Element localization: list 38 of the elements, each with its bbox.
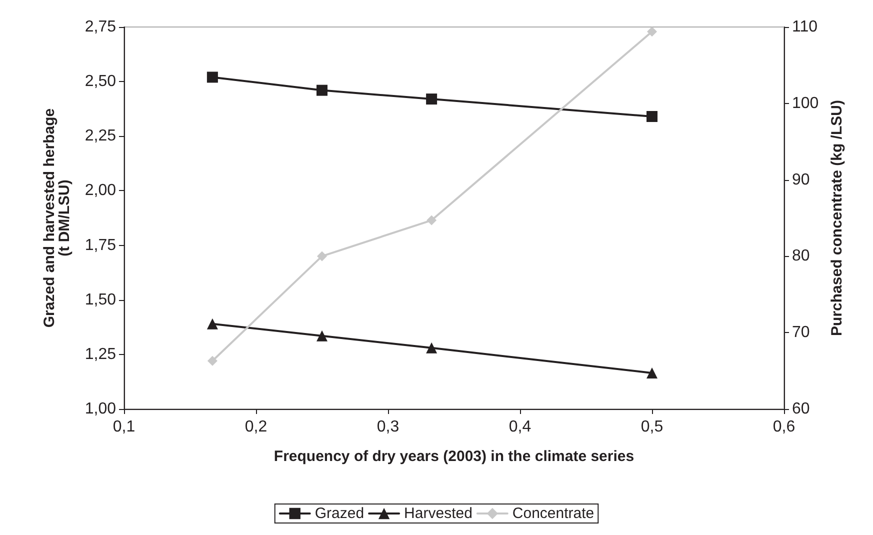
y2-tick-label: 80 [792, 248, 810, 265]
y-tick-label: 2,00 [84, 182, 116, 200]
x-tick-label: 0,1 [112, 418, 136, 436]
point [646, 367, 658, 378]
y-tick-label: 2,50 [84, 73, 116, 90]
y2-tick-label: 110 [792, 18, 818, 36]
legend-label: Grazed [314, 505, 364, 522]
x-tick-label: 0,2 [244, 418, 268, 436]
point [426, 342, 438, 354]
y-tick-label: 1,50 [84, 291, 116, 308]
point [317, 251, 327, 262]
legend-label: Harvested [404, 505, 472, 522]
x-tick-label: 0,4 [508, 418, 532, 436]
x-tick-label: 0,3 [376, 418, 400, 436]
point [426, 94, 438, 105]
y-tick-label: 2,75 [84, 18, 116, 36]
point [316, 84, 328, 96]
point [206, 318, 218, 330]
point [316, 330, 328, 342]
point [206, 72, 218, 83]
x-tick-label: 0,6 [772, 418, 796, 436]
x-axis-title: Frequency of dry years (2003) in the climate series [274, 448, 634, 465]
y2-axis-title: Purchased concentrate (kg /LSU) [828, 100, 846, 336]
y-tick-label: 1,75 [84, 236, 116, 254]
y2-tick-label: 60 [792, 400, 810, 418]
y-tick-label: 1,25 [84, 346, 116, 363]
point [426, 215, 437, 226]
y-tick-label: 1,00 [84, 400, 116, 418]
y2-tick-label: 70 [792, 324, 810, 342]
y2-tick-label: 90 [792, 171, 810, 188]
y-tick-label: 2,25 [84, 128, 116, 145]
legend-label: Concentrate [512, 505, 594, 522]
point [647, 26, 657, 37]
y-axis-title: Grazed and harvested herbage (t DM/LSU) [41, 108, 73, 328]
x-tick-label: 0,5 [640, 418, 664, 436]
point [646, 110, 658, 122]
point [207, 356, 218, 366]
y2-tick-label: 100 [792, 94, 819, 112]
